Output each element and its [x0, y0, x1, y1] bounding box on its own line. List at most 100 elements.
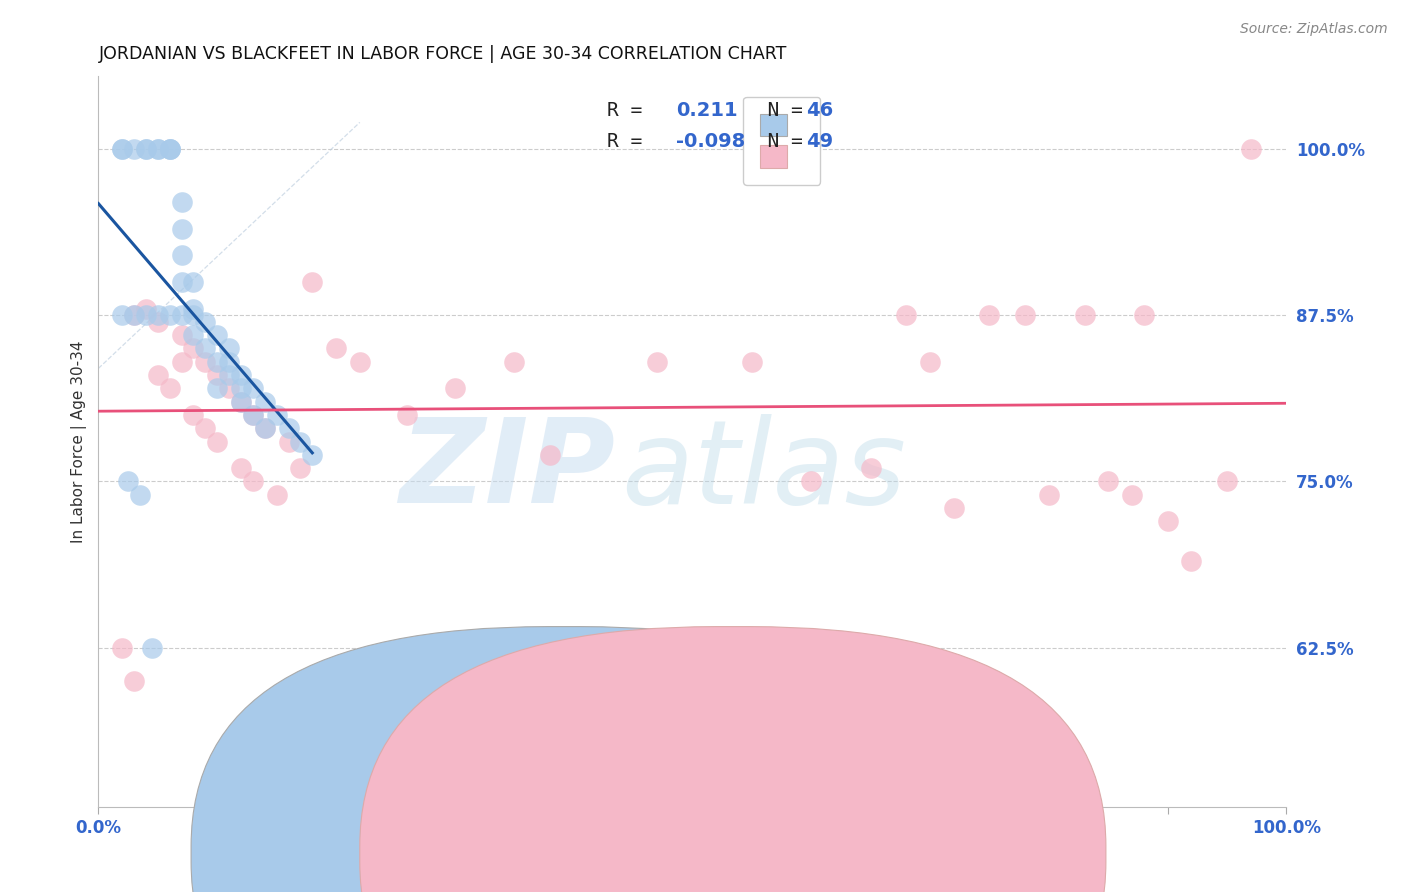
- Text: 46: 46: [807, 102, 834, 120]
- Text: Jordanians: Jordanians: [589, 845, 683, 863]
- Text: R =: R =: [607, 102, 654, 120]
- Point: [229, 394, 252, 409]
- Point: [111, 142, 134, 156]
- Point: [207, 368, 229, 382]
- Point: [396, 408, 419, 422]
- Point: [159, 308, 181, 322]
- Point: [194, 342, 217, 356]
- Point: [942, 501, 965, 516]
- Point: [170, 275, 193, 289]
- Point: [266, 408, 288, 422]
- Text: atlas: atlas: [621, 414, 907, 528]
- Point: [896, 308, 918, 322]
- Text: JORDANIAN VS BLACKFEET IN LABOR FORCE | AGE 30-34 CORRELATION CHART: JORDANIAN VS BLACKFEET IN LABOR FORCE | …: [98, 45, 787, 63]
- Legend: , : ,: [742, 96, 821, 186]
- Point: [218, 355, 240, 369]
- Point: [194, 315, 217, 329]
- Point: [229, 461, 252, 475]
- Y-axis label: In Labor Force | Age 30-34: In Labor Force | Age 30-34: [72, 340, 87, 543]
- Point: [242, 381, 264, 395]
- Point: [183, 342, 205, 356]
- Text: R =: R =: [607, 132, 654, 151]
- Point: [1156, 514, 1178, 528]
- Point: [183, 408, 205, 422]
- Point: [349, 355, 371, 369]
- Point: [207, 328, 229, 343]
- Point: [503, 355, 526, 369]
- Point: [538, 448, 561, 462]
- Point: [979, 308, 1001, 322]
- Point: [218, 342, 240, 356]
- Point: [146, 142, 169, 156]
- Point: [129, 488, 152, 502]
- Point: [1216, 475, 1239, 489]
- Point: [1121, 488, 1143, 502]
- Point: [229, 394, 252, 409]
- Point: [920, 355, 942, 369]
- Point: [242, 408, 264, 422]
- Point: [141, 640, 163, 655]
- Point: [170, 355, 193, 369]
- Point: [800, 475, 823, 489]
- Point: [170, 195, 193, 210]
- FancyBboxPatch shape: [360, 626, 1107, 892]
- Text: 0.211: 0.211: [676, 102, 738, 120]
- Point: [170, 308, 193, 322]
- Point: [1240, 142, 1263, 156]
- Point: [253, 421, 276, 435]
- Point: [111, 142, 134, 156]
- Point: [253, 394, 276, 409]
- Point: [170, 328, 193, 343]
- Text: N =: N =: [744, 132, 814, 151]
- Point: [122, 308, 145, 322]
- Point: [1014, 308, 1036, 322]
- Point: [111, 308, 134, 322]
- Text: ZIP: ZIP: [399, 413, 616, 528]
- Point: [183, 275, 205, 289]
- Point: [122, 142, 145, 156]
- Point: [135, 142, 157, 156]
- Point: [194, 355, 217, 369]
- Point: [229, 368, 252, 382]
- Text: Source: ZipAtlas.com: Source: ZipAtlas.com: [1240, 22, 1388, 37]
- Point: [159, 142, 181, 156]
- Point: [218, 381, 240, 395]
- Point: [170, 248, 193, 262]
- Point: [1073, 308, 1095, 322]
- Point: [242, 475, 264, 489]
- Point: [183, 328, 205, 343]
- Point: [183, 308, 205, 322]
- Point: [290, 461, 312, 475]
- Point: [229, 381, 252, 395]
- Point: [301, 275, 323, 289]
- Point: [277, 434, 299, 449]
- Point: [1180, 554, 1202, 568]
- Point: [122, 673, 145, 688]
- Point: [159, 381, 181, 395]
- Point: [183, 301, 205, 316]
- Point: [290, 434, 312, 449]
- Point: [135, 308, 157, 322]
- Point: [170, 221, 193, 235]
- Point: [859, 461, 882, 475]
- Point: [207, 434, 229, 449]
- Text: Blackfeet: Blackfeet: [758, 845, 842, 863]
- Point: [218, 368, 240, 382]
- Point: [1133, 308, 1156, 322]
- Point: [122, 308, 145, 322]
- Point: [207, 355, 229, 369]
- Point: [277, 421, 299, 435]
- Point: [146, 308, 169, 322]
- FancyBboxPatch shape: [191, 626, 938, 892]
- Point: [741, 355, 763, 369]
- Point: [159, 142, 181, 156]
- Point: [266, 488, 288, 502]
- Point: [1038, 488, 1060, 502]
- Point: [645, 355, 668, 369]
- Point: [117, 475, 139, 489]
- Point: [1097, 475, 1119, 489]
- Point: [146, 315, 169, 329]
- Text: N =: N =: [744, 102, 814, 120]
- Point: [253, 421, 276, 435]
- Point: [325, 342, 347, 356]
